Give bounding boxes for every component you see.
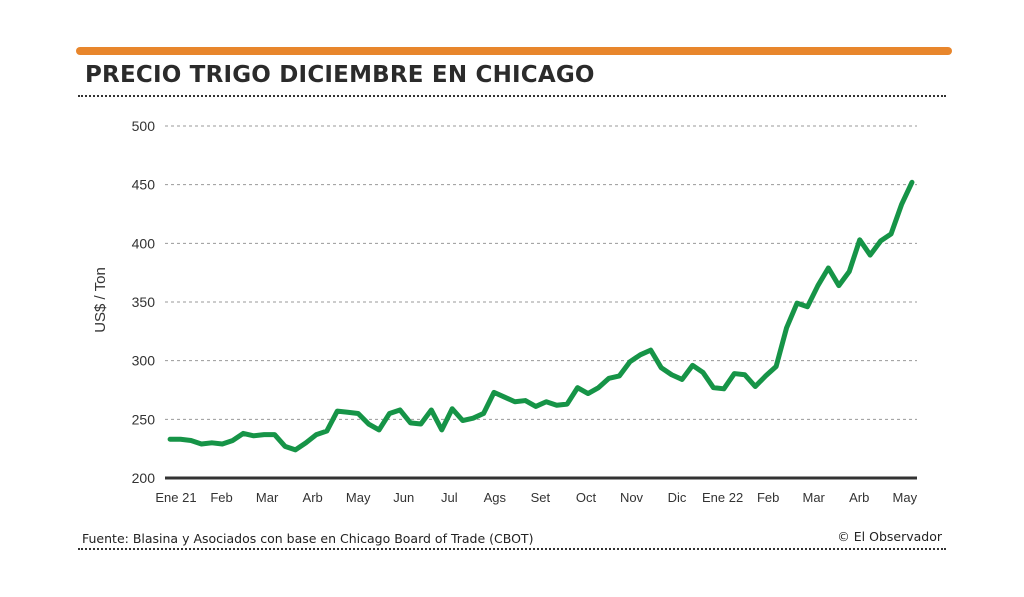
y-tick-label: 300 (132, 353, 156, 369)
x-tick-label: May (893, 490, 918, 505)
source-note: Fuente: Blasina y Asociados con base en … (82, 531, 534, 546)
chart-title: PRECIO TRIGO DICIEMBRE EN CHICAGO (85, 62, 595, 88)
x-tick-label: Arb (303, 490, 323, 505)
y-tick-label: 200 (132, 470, 156, 486)
x-tick-label: Mar (803, 490, 826, 505)
x-tick-label: Jul (441, 490, 458, 505)
y-tick-label: 500 (132, 118, 156, 134)
credit: © El Observador (837, 529, 942, 544)
x-tick-label: May (346, 490, 371, 505)
footer-divider (78, 548, 946, 550)
y-axis-title: US$ / Ton (92, 267, 109, 333)
x-tick-label: Mar (256, 490, 279, 505)
x-tick-label: Arb (849, 490, 869, 505)
accent-bar (76, 47, 952, 55)
y-tick-label: 450 (132, 177, 156, 193)
x-tick-label: Feb (210, 490, 232, 505)
x-tick-label: Dic (668, 490, 687, 505)
x-tick-label: Set (531, 490, 551, 505)
x-tick-label: Jun (393, 490, 414, 505)
x-tick-label: Ene 22 (702, 490, 743, 505)
x-tick-label: Ene 21 (155, 490, 196, 505)
x-tick-label: Feb (757, 490, 779, 505)
price-line (167, 179, 915, 453)
y-tick-label: 250 (132, 411, 156, 427)
y-tick-label: 350 (132, 294, 156, 310)
y-tick-label: 400 (132, 235, 156, 251)
x-tick-label: Ags (484, 490, 507, 505)
x-tick-label: Nov (620, 490, 644, 505)
x-tick-label: Oct (576, 490, 597, 505)
title-divider (78, 95, 946, 97)
